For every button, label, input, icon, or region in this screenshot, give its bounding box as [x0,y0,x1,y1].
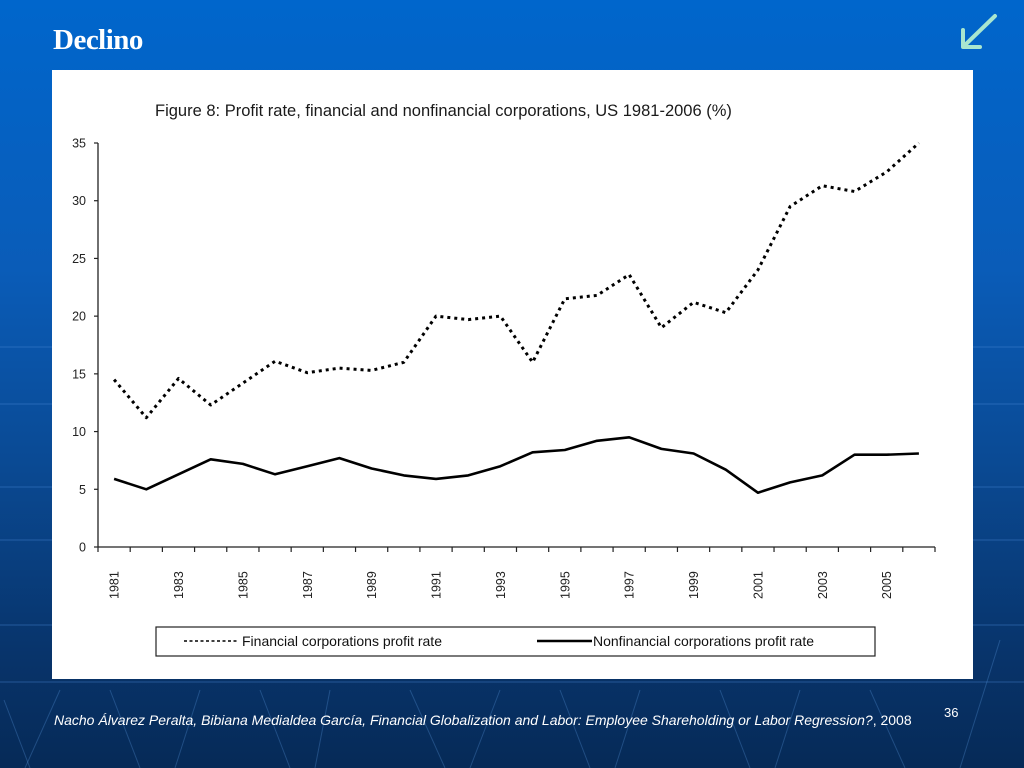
series-line-nonfinancial [113,435,919,495]
y-tick-label: 30 [72,194,86,208]
legend-box [155,626,876,657]
profit-rate-chart: Figure 8: Profit rate, financial and non… [72,102,936,657]
x-tick-label: 2001 [751,571,765,599]
y-tick-label: 35 [72,137,86,151]
x-tick-label: 1991 [430,571,444,599]
x-tick-label: 1997 [623,571,637,599]
x-tick-label: 1987 [301,571,315,599]
x-tick-label: 1989 [365,571,379,599]
citation-year: , 2008 [872,712,912,728]
x-tick-label: 1993 [494,571,508,599]
legend-label-nonfinancial: Nonfinancial corporations profit rate [593,633,814,649]
slide-number: 36 [944,705,959,720]
x-tick-label: 1995 [558,571,572,599]
x-tick-label: 2003 [816,571,830,599]
legend: Financial corporations profit rate Nonfi… [155,626,876,657]
legend-label-financial: Financial corporations profit rate [242,633,442,649]
x-tick-label: 1981 [108,571,122,599]
chart-panel: Figure 8: Profit rate, financial and non… [52,70,973,679]
y-tick-label: 5 [79,483,86,497]
series-layer [112,141,920,495]
y-tick-label: 15 [72,367,86,381]
y-tick-label: 0 [79,541,86,555]
arrow-down-left-icon[interactable] [955,12,1001,52]
y-tick-label: 20 [72,310,86,324]
x-axis-ticks: 1981 1983 1985 1987 1989 1991 1993 1995 1997 1999… [97,547,936,599]
chart-title: Figure 8: Profit rate, financial and non… [155,102,732,120]
x-tick-label: 1999 [687,571,701,599]
slide-title: Declino [53,24,143,56]
citation-footer: Nacho Álvarez Peralta, Bibiana Medialdea… [54,711,964,730]
y-tick-label: 10 [72,425,86,439]
x-tick-label: 1983 [172,571,186,599]
axes [97,143,935,548]
y-axis-ticks: 0 5 10 15 20 25 30 35 [72,137,98,555]
series-line-financial [112,141,920,420]
x-tick-label: 1985 [236,571,250,599]
x-tick-label: 2005 [880,571,894,599]
y-tick-label: 25 [72,252,86,266]
citation-text: Nacho Álvarez Peralta, Bibiana Medialdea… [54,712,873,728]
